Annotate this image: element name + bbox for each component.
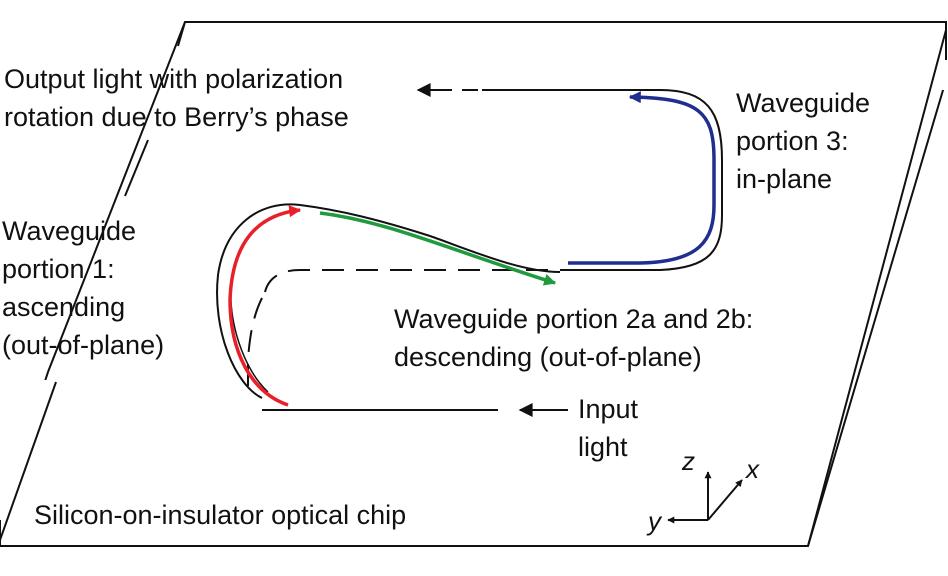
label-portion1-line2: portion 1:: [2, 254, 115, 284]
label-portion1-line1: Waveguide: [2, 216, 136, 246]
label-input-line2: light: [578, 432, 628, 462]
label-portion1-line3: ascending: [2, 292, 125, 322]
waveguide-loop-outline: [216, 203, 561, 399]
label-output-line1: Output light with polarization: [4, 64, 343, 94]
chip-edge-right: [807, 29, 947, 547]
label-chip: Silicon-on-insulator optical chip: [34, 500, 406, 530]
leader-line-output: [124, 139, 149, 197]
waveguide-output-outline: [482, 89, 723, 271]
axis-z-label: z: [681, 446, 695, 476]
label-portion2-line2: descending (out-of-plane): [394, 342, 702, 372]
label-portion3-line3: in-plane: [736, 164, 832, 194]
chip-edge-top-left: [177, 21, 186, 47]
waveguide-hidden-dashed: [247, 269, 548, 395]
axis-y-label: y: [646, 506, 663, 536]
label-output-line2: rotation due to Berry’s phase: [4, 102, 349, 132]
label-portion1-line4: (out-of-plane): [2, 330, 164, 360]
portion-2-descending-arrow: [319, 211, 557, 286]
waveguide-loop-inner-outline: [230, 209, 301, 393]
label-portion3-line2: portion 3:: [736, 126, 849, 156]
axis-x-arrow: [707, 479, 743, 521]
portion-3-in-plane-arrow: [568, 91, 716, 265]
label-portion2-line1: Waveguide portion 2a and 2b:: [394, 304, 753, 334]
label-input-line1: Input: [578, 394, 639, 424]
portion-1-ascending-arrow: [228, 205, 302, 407]
axis-x-label: x: [744, 454, 760, 484]
chip-edge-left: [0, 381, 57, 541]
label-portion3-line1: Waveguide: [736, 88, 870, 118]
